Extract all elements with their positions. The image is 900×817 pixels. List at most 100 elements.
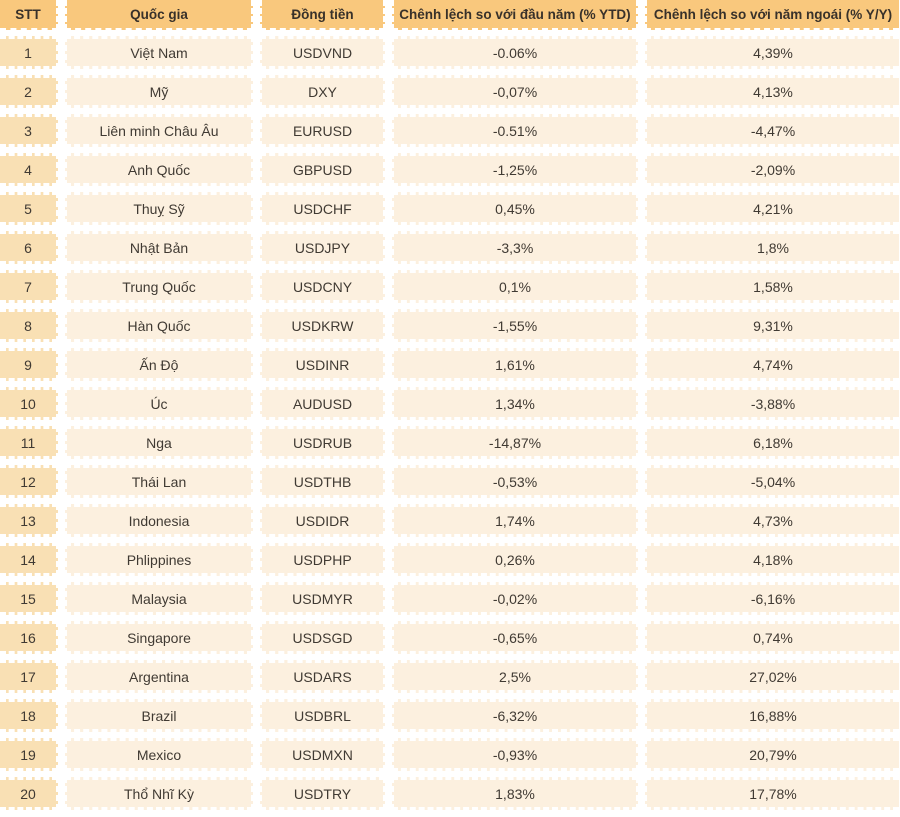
- ytd-cell: -0,65%: [392, 621, 638, 654]
- country-cell: Úc: [65, 387, 253, 420]
- row-index-cell: 15: [0, 582, 58, 615]
- currency-cell: USDPHP: [260, 543, 385, 576]
- ytd-cell: 0,26%: [392, 543, 638, 576]
- country-cell: Thái Lan: [65, 465, 253, 498]
- yoy-cell: -4,47%: [645, 114, 899, 147]
- row-index-cell: 12: [0, 465, 58, 498]
- row-index-cell: 14: [0, 543, 58, 576]
- row-index-cell: 1: [0, 36, 58, 69]
- currency-cell: USDTHB: [260, 465, 385, 498]
- currency-cell: USDIDR: [260, 504, 385, 537]
- table-row: 1 Việt Nam USDVND -0.06% 4,39%: [0, 36, 899, 69]
- currency-cell: GBPUSD: [260, 153, 385, 186]
- ytd-cell: 0,1%: [392, 270, 638, 303]
- yoy-cell: 0,74%: [645, 621, 899, 654]
- yoy-cell: -6,16%: [645, 582, 899, 615]
- header-stt: STT: [0, 0, 58, 30]
- row-index-cell: 11: [0, 426, 58, 459]
- country-cell: Singapore: [65, 621, 253, 654]
- ytd-cell: -6,32%: [392, 699, 638, 732]
- ytd-cell: -0.06%: [392, 36, 638, 69]
- country-cell: Indonesia: [65, 504, 253, 537]
- row-index-cell: 7: [0, 270, 58, 303]
- country-cell: Argentina: [65, 660, 253, 693]
- table-row: 12 Thái Lan USDTHB -0,53% -5,04%: [0, 465, 899, 498]
- ytd-cell: 1,61%: [392, 348, 638, 381]
- table-body: 1 Việt Nam USDVND -0.06% 4,39% 2 Mỹ DXY …: [0, 36, 899, 810]
- row-index-cell: 6: [0, 231, 58, 264]
- ytd-cell: 2,5%: [392, 660, 638, 693]
- table-row: 11 Nga USDRUB -14,87% 6,18%: [0, 426, 899, 459]
- table-row: 4 Anh Quốc GBPUSD -1,25% -2,09%: [0, 153, 899, 186]
- currency-cell: USDCNY: [260, 270, 385, 303]
- country-cell: Việt Nam: [65, 36, 253, 69]
- ytd-cell: -0,02%: [392, 582, 638, 615]
- table-row: 18 Brazil USDBRL -6,32% 16,88%: [0, 699, 899, 732]
- currency-cell: USDBRL: [260, 699, 385, 732]
- country-cell: Liên minh Châu Âu: [65, 114, 253, 147]
- table-row: 10 Úc AUDUSD 1,34% -3,88%: [0, 387, 899, 420]
- currency-cell: USDTRY: [260, 777, 385, 810]
- table-row: 13 Indonesia USDIDR 1,74% 4,73%: [0, 504, 899, 537]
- country-cell: Thổ Nhĩ Kỳ: [65, 777, 253, 810]
- currency-cell: USDJPY: [260, 231, 385, 264]
- yoy-cell: 27,02%: [645, 660, 899, 693]
- yoy-cell: 20,79%: [645, 738, 899, 771]
- table-row: 8 Hàn Quốc USDKRW -1,55% 9,31%: [0, 309, 899, 342]
- ytd-cell: -0,07%: [392, 75, 638, 108]
- ytd-cell: 0,45%: [392, 192, 638, 225]
- row-index-cell: 9: [0, 348, 58, 381]
- table-row: 19 Mexico USDMXN -0,93% 20,79%: [0, 738, 899, 771]
- currency-cell: USDINR: [260, 348, 385, 381]
- ytd-cell: -1,25%: [392, 153, 638, 186]
- row-index-cell: 5: [0, 192, 58, 225]
- header-row: STT Quốc gia Đồng tiền Chênh lệch so với…: [0, 0, 899, 30]
- yoy-cell: 9,31%: [645, 309, 899, 342]
- currency-cell: USDRUB: [260, 426, 385, 459]
- country-cell: Nhật Bản: [65, 231, 253, 264]
- currency-cell: USDMYR: [260, 582, 385, 615]
- row-index-cell: 16: [0, 621, 58, 654]
- country-cell: Mexico: [65, 738, 253, 771]
- ytd-cell: 1,83%: [392, 777, 638, 810]
- country-cell: Mỹ: [65, 75, 253, 108]
- country-cell: Hàn Quốc: [65, 309, 253, 342]
- yoy-cell: -3,88%: [645, 387, 899, 420]
- yoy-cell: 4,21%: [645, 192, 899, 225]
- currency-cell: DXY: [260, 75, 385, 108]
- yoy-cell: 1,8%: [645, 231, 899, 264]
- row-index-cell: 18: [0, 699, 58, 732]
- country-cell: Anh Quốc: [65, 153, 253, 186]
- yoy-cell: 4,39%: [645, 36, 899, 69]
- currency-cell: USDARS: [260, 660, 385, 693]
- country-cell: Trung Quốc: [65, 270, 253, 303]
- ytd-cell: -3,3%: [392, 231, 638, 264]
- table-row: 15 Malaysia USDMYR -0,02% -6,16%: [0, 582, 899, 615]
- currency-cell: EURUSD: [260, 114, 385, 147]
- row-index-cell: 17: [0, 660, 58, 693]
- currency-cell: USDKRW: [260, 309, 385, 342]
- country-cell: Ấn Độ: [65, 348, 253, 381]
- currency-cell: USDSGD: [260, 621, 385, 654]
- table-row: 9 Ấn Độ USDINR 1,61% 4,74%: [0, 348, 899, 381]
- yoy-cell: 4,13%: [645, 75, 899, 108]
- ytd-cell: 1,74%: [392, 504, 638, 537]
- yoy-cell: 1,58%: [645, 270, 899, 303]
- yoy-cell: 4,73%: [645, 504, 899, 537]
- currency-cell: USDCHF: [260, 192, 385, 225]
- row-index-cell: 8: [0, 309, 58, 342]
- table-row: 20 Thổ Nhĩ Kỳ USDTRY 1,83% 17,78%: [0, 777, 899, 810]
- country-cell: Nga: [65, 426, 253, 459]
- country-cell: Brazil: [65, 699, 253, 732]
- table-row: 17 Argentina USDARS 2,5% 27,02%: [0, 660, 899, 693]
- yoy-cell: 6,18%: [645, 426, 899, 459]
- yoy-cell: 17,78%: [645, 777, 899, 810]
- yoy-cell: 16,88%: [645, 699, 899, 732]
- yoy-cell: -5,04%: [645, 465, 899, 498]
- table-row: 7 Trung Quốc USDCNY 0,1% 1,58%: [0, 270, 899, 303]
- table-row: 3 Liên minh Châu Âu EURUSD -0.51% -4,47%: [0, 114, 899, 147]
- header-country: Quốc gia: [65, 0, 253, 30]
- row-index-cell: 13: [0, 504, 58, 537]
